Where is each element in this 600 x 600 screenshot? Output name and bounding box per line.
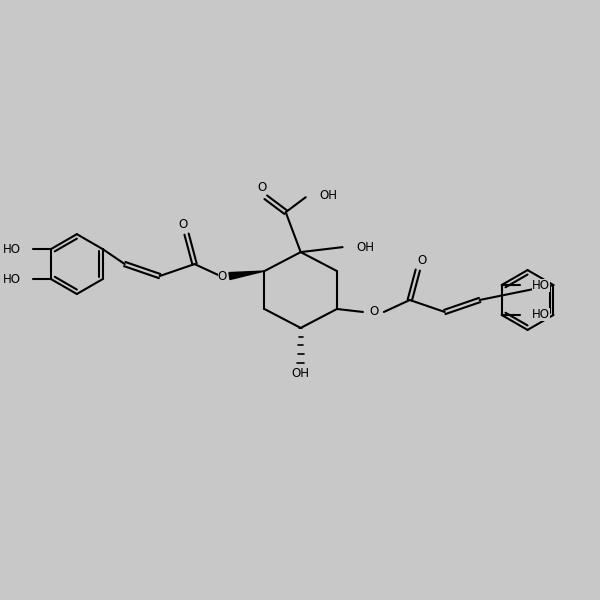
Text: O: O	[417, 254, 427, 266]
Text: HO: HO	[3, 242, 21, 256]
Text: HO: HO	[3, 272, 21, 286]
Text: HO: HO	[532, 278, 550, 292]
Text: O: O	[178, 218, 187, 230]
Text: O: O	[218, 269, 227, 283]
Text: O: O	[257, 181, 266, 194]
Text: O: O	[369, 305, 379, 319]
Text: OH: OH	[356, 241, 374, 254]
Text: OH: OH	[292, 367, 310, 380]
Polygon shape	[229, 271, 265, 280]
Text: OH: OH	[320, 189, 338, 202]
Text: HO: HO	[532, 308, 550, 322]
